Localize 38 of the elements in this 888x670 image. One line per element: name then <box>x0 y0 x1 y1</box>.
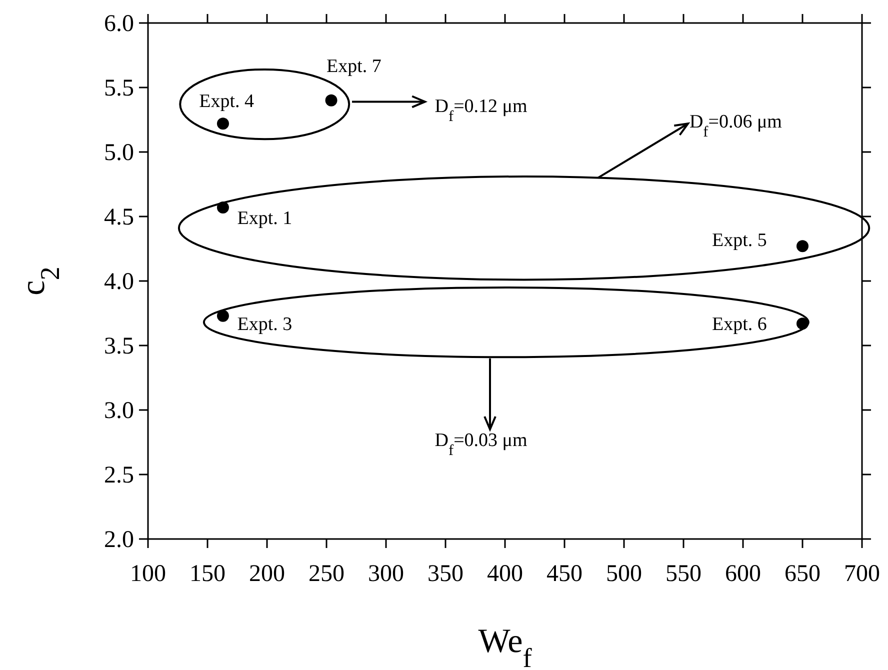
annotation: D$_{f}$=0.12 μm <box>434 96 528 125</box>
y-tick-label: 3.0 <box>104 398 134 424</box>
annotation: Expt. 3 <box>237 314 292 336</box>
x-tick-label: 300 <box>368 561 404 587</box>
x-tick-label: 100 <box>130 561 166 587</box>
annotation: Expt. 4 <box>199 90 255 112</box>
x-axis-title: We$_{f}$ <box>478 623 533 670</box>
x-tick-label: 450 <box>546 561 582 587</box>
y-tick-label: 2.5 <box>104 462 134 488</box>
x-tick-label: 350 <box>428 561 464 587</box>
point <box>216 118 229 130</box>
point <box>216 201 229 214</box>
point <box>796 240 808 252</box>
y-tick-label: 4.5 <box>104 204 134 230</box>
y-tick-label: 4.0 <box>104 269 134 295</box>
y-tick-label: 6.0 <box>104 11 134 37</box>
y-tick-label: 5.0 <box>104 140 134 166</box>
point <box>325 94 338 106</box>
y-tick-label: 3.5 <box>104 334 134 360</box>
y-tick-label: 2.0 <box>104 527 134 553</box>
annotation: Expt. 6 <box>712 314 767 336</box>
annotation: Expt. 5 <box>712 230 767 252</box>
x-tick-label: 400 <box>487 561 523 587</box>
annotation: Expt. 7 <box>326 56 382 78</box>
point <box>796 318 808 330</box>
x-tick-label: 250 <box>308 561 344 587</box>
annotation: D$_{f}$=0.03 μm <box>434 430 528 459</box>
x-tick-label: 150 <box>190 561 226 587</box>
x-tick-label: 500 <box>606 561 642 587</box>
x-tick-label: 650 <box>784 561 820 587</box>
x-tick-label: 550 <box>666 561 702 587</box>
x-tick-label: 700 <box>844 561 880 587</box>
annotation: Expt. 1 <box>237 208 292 230</box>
y-tick-label: 5.5 <box>104 76 134 102</box>
x-tick-label: 600 <box>725 561 761 587</box>
x-tick-label: 200 <box>249 561 285 587</box>
annotation: D$_{f}$=0.06 μm <box>689 111 782 140</box>
point <box>216 310 229 322</box>
